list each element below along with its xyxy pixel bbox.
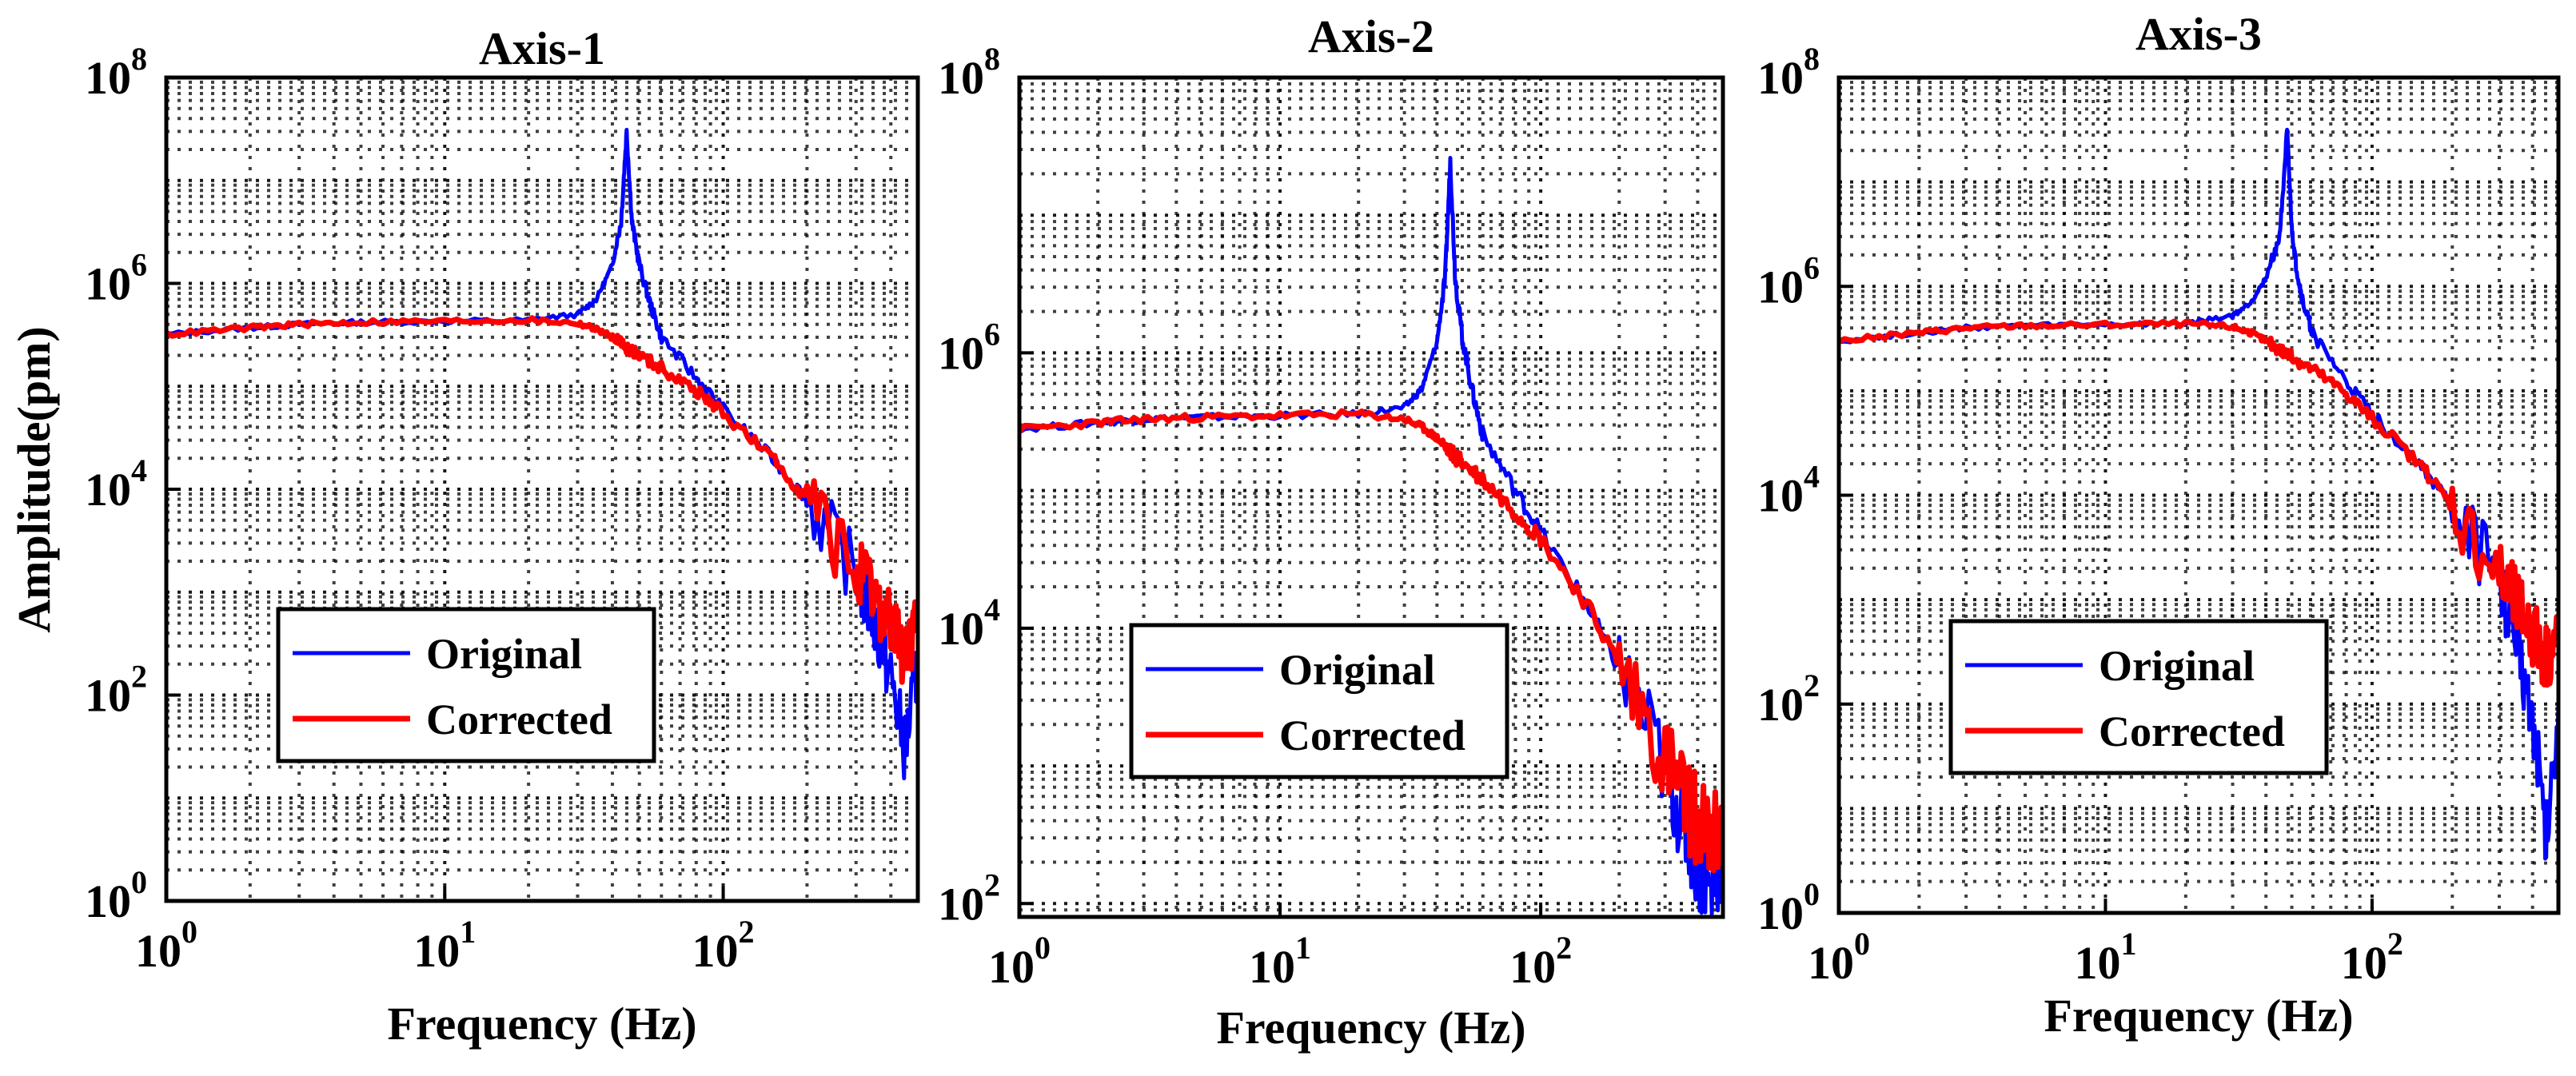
legend: Original Corrected (276, 607, 656, 763)
y-tick-label: 108 (938, 41, 1000, 104)
axes-frame (1017, 75, 1725, 919)
legend-box (1129, 623, 1509, 779)
legend-label-corrected: Corrected (426, 695, 612, 743)
legend: Original Corrected (1129, 623, 1509, 779)
x-tick-label: 102 (692, 914, 755, 977)
y-tick-label: 100 (85, 864, 147, 927)
x-tick-label: 101 (1249, 930, 1311, 993)
y-tick-label: 102 (85, 659, 147, 722)
chart-panel-axis-2: 100 101 102 102 104 106 108 Axis-2 Frequency (Hz… (938, 10, 1725, 1054)
series-line-corrected (1839, 318, 2558, 688)
x-tick-label: 100 (135, 914, 197, 977)
chart-title: Axis-2 (1308, 10, 1434, 62)
y-tick-label: 106 (938, 316, 1000, 379)
legend-label-original: Original (2099, 642, 2255, 690)
y-tick-label: 104 (938, 592, 1000, 655)
x-tick-label: 102 (1509, 930, 1572, 993)
y-tick-label: 100 (1757, 876, 1820, 939)
y-tick-label: 104 (85, 452, 147, 516)
x-axis-label: Frequency (Hz) (1216, 1002, 1525, 1054)
series-line-corrected (1019, 408, 1723, 874)
x-tick-label: 100 (988, 930, 1051, 993)
chart-panel-axis-1: 100 101 102 100 102 104 106 108 Axis-1 Frequency … (85, 22, 920, 1050)
x-tick-label: 101 (413, 914, 476, 977)
chart-panel-axis-3: 100 101 102 100 102 104 106 108 Axis-3 Frequency … (1757, 8, 2561, 1042)
series-line-original (1019, 156, 1723, 916)
legend-label-corrected: Corrected (2099, 707, 2285, 755)
legend-box (1948, 619, 2329, 775)
x-tick-label: 101 (2074, 926, 2136, 989)
grid (1019, 78, 1723, 917)
x-tick-label: 100 (1808, 926, 1870, 989)
x-axis-label: Frequency (Hz) (387, 998, 696, 1050)
legend-box (276, 607, 656, 763)
legend: Original Corrected (1948, 619, 2329, 775)
legend-label-original: Original (1279, 646, 1435, 694)
y-tick-label: 106 (1757, 249, 1820, 313)
y-axis-label: Amplitude(pm) (8, 326, 60, 632)
y-tick-label: 102 (1757, 668, 1820, 731)
chart-title: Axis-3 (2135, 8, 2262, 60)
chart-title: Axis-1 (479, 22, 605, 74)
legend-label-original: Original (426, 630, 582, 678)
x-axis-label: Frequency (Hz) (2044, 990, 2353, 1042)
y-tick-label: 102 (938, 867, 1000, 930)
x-tick-label: 102 (2341, 926, 2403, 989)
y-tick-label: 104 (1757, 459, 1820, 522)
y-tick-label: 108 (1757, 41, 1820, 104)
y-tick-label: 108 (85, 41, 147, 104)
legend-label-corrected: Corrected (1279, 711, 1465, 759)
series-line-corrected (166, 315, 918, 685)
y-tick-label: 106 (85, 247, 147, 310)
